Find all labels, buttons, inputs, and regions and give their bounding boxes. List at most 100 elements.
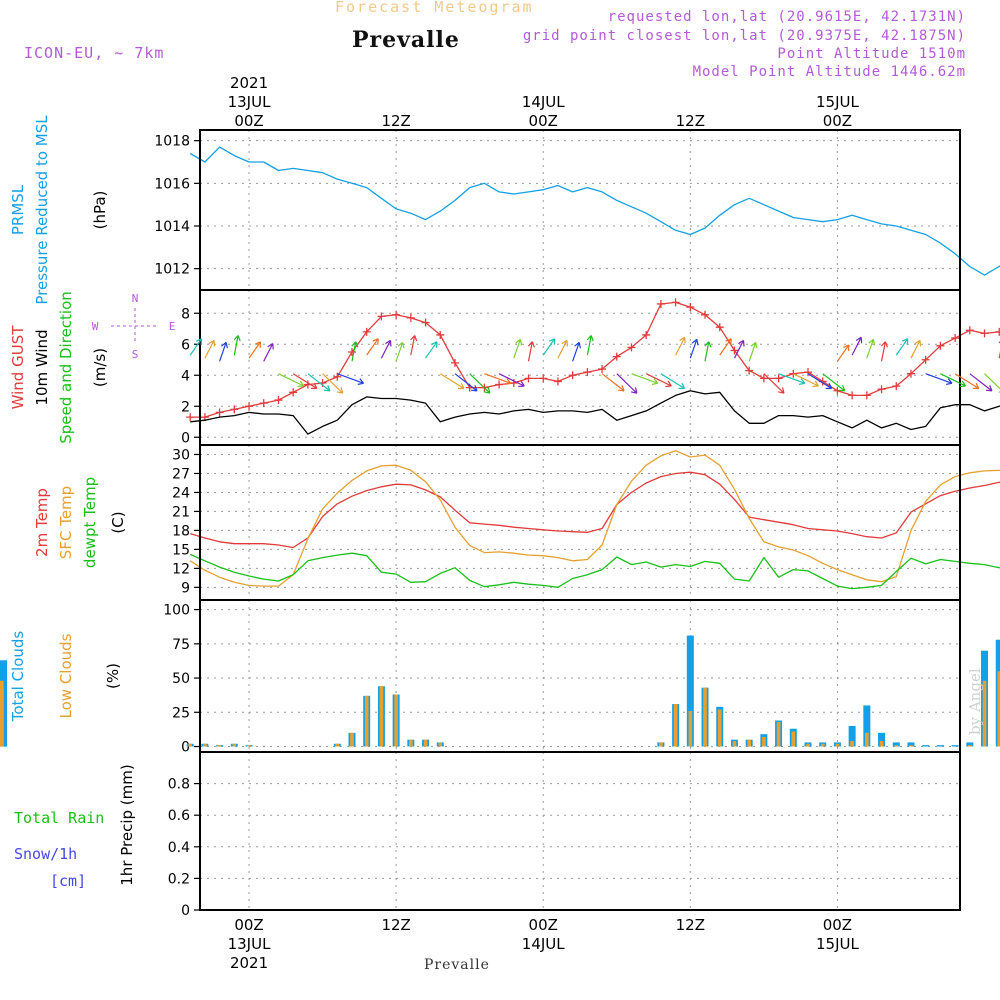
requested-coordinates: requested lon,lat (20.9615E, 42.1731N) (607, 9, 966, 25)
temperature-ytick-label: 12 (172, 561, 190, 577)
wind-arrow (425, 341, 438, 359)
wind-wind-gust-marker (377, 312, 386, 321)
clouds-low-clouds-bar (909, 745, 913, 747)
wind-wind-gust-marker (995, 327, 1000, 336)
wind-wind-gust-marker (348, 348, 356, 356)
clouds-low-clouds-bar (409, 739, 413, 747)
wind-arrow (410, 335, 418, 356)
temperature-ytick-label: 15 (172, 542, 190, 558)
wind-wind-gust-marker (862, 391, 871, 400)
wind-wind-gust-marker (274, 396, 283, 405)
wind-label: Speed and Direction (57, 291, 75, 444)
pressure-ytick-label: 1018 (154, 134, 190, 150)
clouds-low-clouds-bar (806, 743, 810, 747)
wind-arrow (351, 341, 359, 362)
clouds-low-clouds-bar (850, 741, 854, 747)
clouds-total-clouds-bar (966, 742, 974, 747)
wind-wind-gust-marker (671, 298, 680, 307)
top-time-axis-label: 00Z (823, 112, 852, 130)
wind-wind-gust-marker (789, 369, 798, 378)
precip-axis-title: 1hr Precip (mm) (118, 764, 136, 885)
wind-arrow (910, 339, 922, 359)
clouds-low-clouds-bar (438, 742, 443, 747)
precip-panel: 0 0.2 0.4 0.6 0.8 Total Rain Snow/1h [cm] 1hr Pr… (14, 751, 961, 919)
wind-arrow (895, 338, 909, 356)
wind-wind-gust-marker (524, 374, 533, 383)
wind-arrow (263, 342, 274, 362)
wind-arrow (292, 373, 318, 390)
wind-arrow (248, 341, 262, 359)
clouds-total-clouds-bar (878, 732, 886, 747)
wind-arrow (925, 373, 953, 385)
wind-wind-gust-marker (259, 399, 268, 408)
wind-arrow (439, 373, 465, 390)
wind-arrow (940, 373, 967, 388)
wind-arrow (704, 341, 712, 362)
clouds-ytick-label: 25 (172, 705, 190, 721)
wind-arrow (337, 373, 365, 385)
wind-wind-gust-marker (539, 374, 548, 383)
wind-wind-gust-marker (612, 352, 621, 361)
wind-arrow (189, 338, 203, 356)
clouds-total-clouds-bar (922, 745, 930, 747)
wind-arrow (851, 336, 863, 356)
wind-direction-arrows (189, 335, 1000, 394)
bottom-time-axis-label: 15JUL (816, 935, 859, 953)
temperature-2m-temp-line (190, 471, 1000, 549)
bottom-time-axis-label: 00Z (234, 916, 263, 934)
wind-wind-gust-marker (230, 405, 239, 414)
clouds-total-clouds-bar (686, 635, 694, 747)
model-label: ICON-EU, ~ 7km (24, 44, 165, 62)
wind-ytick-label: 2 (181, 399, 190, 415)
temperature-label: SFC Temp (57, 486, 75, 559)
top-time-axis-label: 14JUL (522, 93, 565, 111)
clouds-ytick-label: 50 (172, 671, 190, 687)
location-title: Prevalle (352, 27, 460, 53)
wind-arrow (793, 373, 820, 388)
clouds-label: Total Clouds (9, 631, 27, 723)
wind-arrow (822, 373, 846, 392)
bottom-time-axis-label: 13JUL (228, 935, 271, 953)
top-time-axis-label: 12Z (381, 112, 410, 130)
grid-point-coordinates: grid point closest lon,lat (20.9375E, 42… (522, 28, 966, 44)
clouds-label: Low Clouds (57, 633, 75, 718)
clouds-low-clouds-bar (835, 743, 840, 747)
wind-wind-gust-marker (701, 310, 710, 319)
clouds-total-clouds-bar (892, 742, 900, 747)
credit-watermark: by Angel (966, 668, 984, 735)
temperature-ytick-label: 21 (172, 504, 190, 520)
clouds-low-clouds-bar (423, 739, 428, 747)
clouds-low-clouds-bar (203, 743, 207, 747)
clouds-total-clouds-bar (848, 725, 856, 747)
wind-arrow (748, 341, 758, 362)
wind-label: (m/s) (91, 348, 109, 387)
precip-frame (199, 751, 961, 911)
wind-arrow (954, 373, 980, 390)
wind-arrow (645, 373, 672, 388)
clouds-ytick-label: 75 (172, 637, 190, 653)
clouds-low-clouds-bar (379, 686, 384, 747)
bottom-time-axis-label: 2021 (230, 954, 268, 972)
point-altitude: Point Altitude 1510m (777, 46, 966, 62)
wind-wind-gust-marker (186, 413, 195, 422)
bottom-time-axis-label: 00Z (529, 916, 558, 934)
clouds-low-clouds-bar (188, 743, 192, 747)
clouds-label: (%) (104, 663, 122, 689)
clouds-low-clouds-bar (247, 745, 251, 747)
wind-arrow (719, 338, 732, 356)
wind-arrow (498, 373, 525, 388)
pressure-label: (hPa) (91, 191, 109, 230)
wind-wind-gust-marker (436, 330, 445, 339)
wind-arrow (616, 373, 638, 394)
wind-wind-gust-marker (642, 330, 651, 339)
clouds-low-clouds-bar (688, 710, 693, 747)
clouds-low-clouds-bar (703, 687, 707, 747)
wind-wind-gust-marker (568, 371, 577, 380)
precip-ytick-label: 0.4 (168, 840, 190, 856)
compass-e: E (169, 320, 176, 333)
wind-arrow (660, 373, 686, 390)
wind-arrow (866, 338, 876, 359)
